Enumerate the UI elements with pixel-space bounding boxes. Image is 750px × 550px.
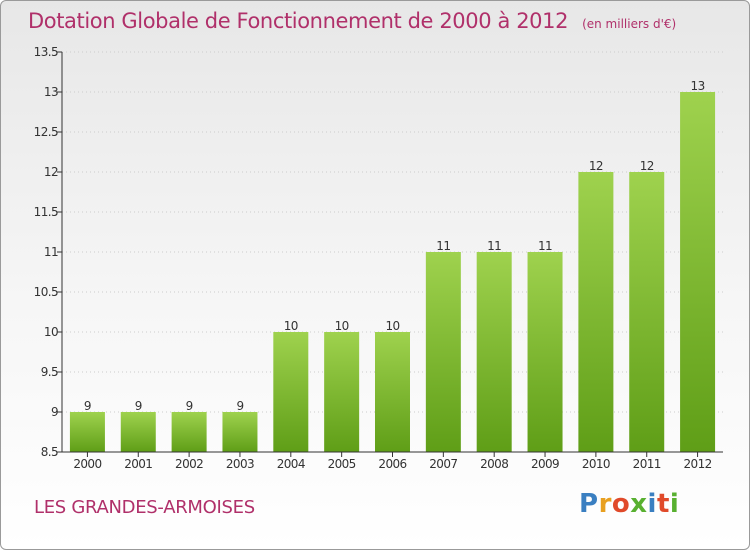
logo-letter: t: [656, 489, 670, 519]
logo-letter: i: [669, 489, 680, 519]
x-tick-label: 2009: [531, 457, 559, 471]
x-tick-label: 2004: [277, 457, 305, 471]
y-tick-label: 8.5: [41, 445, 58, 459]
logo-letter: i: [647, 489, 657, 519]
data-labels: 9 9 9 9 10 10 10 11 11 11 12 12 13: [84, 79, 705, 413]
data-label: 10: [385, 319, 399, 333]
x-tick-label: 2008: [480, 457, 508, 471]
logo-letter: o: [611, 489, 631, 519]
x-tick-label: 2002: [175, 457, 203, 471]
y-tick-label: 12: [44, 165, 58, 179]
x-tick-label: 2003: [226, 457, 254, 471]
x-tick-label: 2000: [73, 457, 101, 471]
chart-unit: (en milliers d'€): [582, 17, 677, 31]
data-label: 12: [589, 159, 603, 173]
data-label: 9: [135, 399, 142, 413]
y-tick-label: 10: [44, 325, 58, 339]
data-label: 9: [236, 399, 243, 413]
axes: 8.5 9 9.5 10 10.5 11 11.5 12 12.5 13 13.5 2000 2001 2…: [34, 45, 723, 471]
logo-letter: r: [598, 489, 612, 519]
x-tick-label: 2006: [378, 457, 406, 471]
y-tick-label: 12.5: [34, 125, 58, 139]
data-label: 13: [691, 79, 705, 93]
bar: [425, 252, 461, 452]
bar: [375, 332, 410, 452]
data-label: 9: [186, 399, 193, 413]
logo-letter: x: [630, 489, 648, 519]
y-tick-label: 11: [44, 245, 58, 259]
bar: [578, 172, 614, 452]
bar: [273, 332, 309, 452]
y-tick-label: 9: [51, 405, 58, 419]
data-label: 9: [84, 399, 91, 413]
data-label: 10: [335, 319, 349, 333]
x-tick-label: 2005: [328, 457, 356, 471]
data-label: 12: [640, 159, 654, 173]
x-tick-label: 2010: [582, 457, 610, 471]
x-tick-label: 2011: [633, 457, 661, 471]
data-label: 11: [538, 239, 552, 253]
bar: [527, 252, 563, 452]
y-tick-label: 13: [44, 85, 58, 99]
data-label: 11: [487, 239, 501, 253]
x-tick-label: 2001: [124, 457, 152, 471]
y-tick-label: 13.5: [34, 45, 58, 59]
bar: [629, 172, 665, 452]
chart-title: Dotation Globale de Fonctionnement de 20…: [28, 9, 569, 33]
chart-title-block: Dotation Globale de Fonctionnement de 20…: [28, 9, 676, 33]
proxiti-logo: Proxiti: [579, 489, 679, 519]
data-label: 10: [284, 319, 298, 333]
x-tick-label: 2007: [429, 457, 457, 471]
y-tick-label: 10.5: [34, 285, 58, 299]
bar: [476, 252, 512, 452]
commune-name: LES GRANDES-ARMOISES: [34, 497, 255, 518]
bar: [69, 412, 105, 452]
bar: [120, 412, 156, 452]
bars: [69, 92, 716, 452]
y-tick-label: 11.5: [34, 205, 58, 219]
bar: [680, 92, 716, 452]
bar: [222, 412, 258, 452]
x-tick-label: 2012: [684, 457, 712, 471]
data-label: 11: [436, 239, 450, 253]
logo-letter: P: [579, 489, 599, 519]
bar: [171, 412, 207, 452]
y-tick-label: 9.5: [41, 365, 58, 379]
bar: [324, 332, 360, 452]
